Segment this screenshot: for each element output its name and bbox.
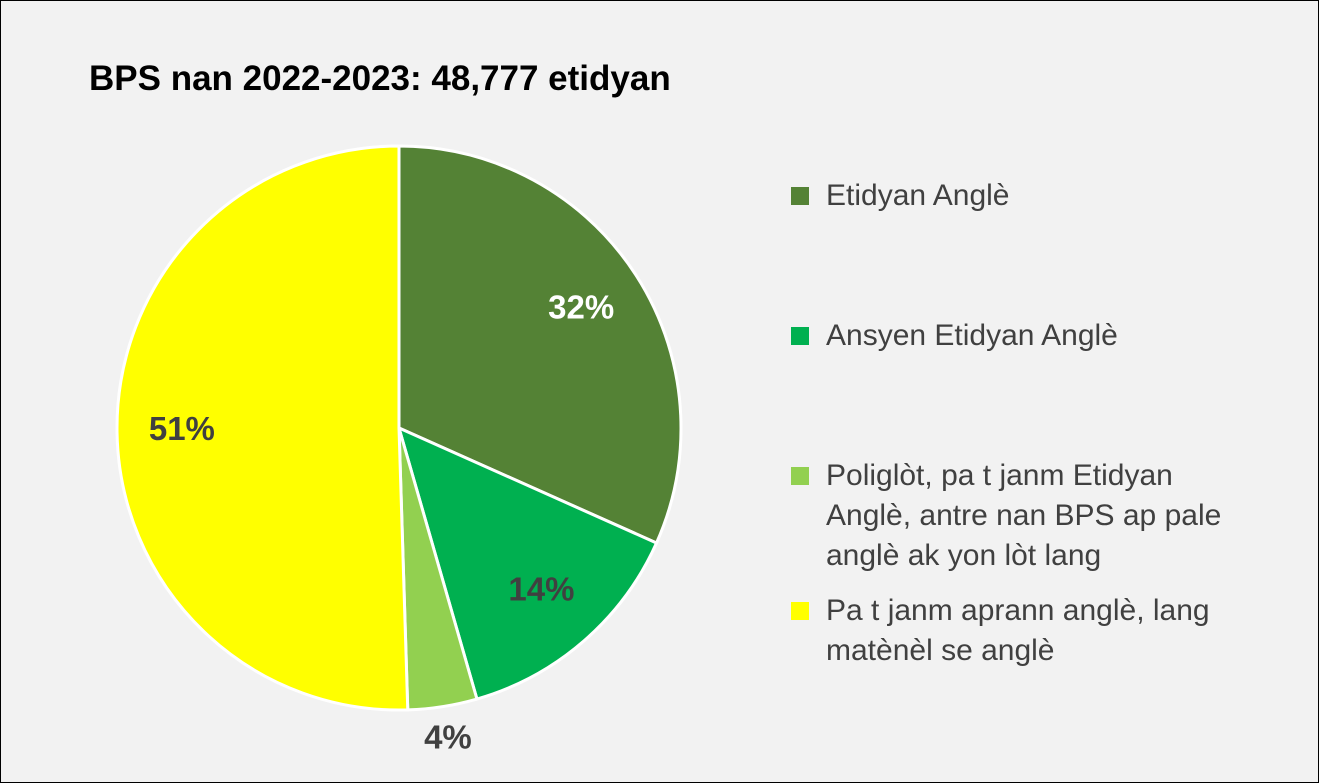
data-label: 51% xyxy=(149,410,215,447)
legend-label: Ansyen Etidyan Anglè xyxy=(826,319,1118,352)
data-label: 32% xyxy=(548,289,614,326)
legend-swatch xyxy=(791,602,809,620)
legend-swatch xyxy=(791,327,809,345)
legend-label: Pa t janm aprann anglè, lang matènèl se … xyxy=(826,594,1210,667)
legend-label: Poliglòt, pa t janm Etidyan Anglè, antre… xyxy=(826,459,1222,572)
chart-title: BPS nan 2022-2023: 48,777 etidyan xyxy=(89,59,671,98)
legend-label: Etidyan Anglè xyxy=(826,179,1010,212)
pie-slice xyxy=(396,425,659,701)
legend-swatch xyxy=(791,187,809,205)
data-label: 4% xyxy=(424,719,472,756)
data-label: 14% xyxy=(508,571,574,608)
pie-slice xyxy=(115,144,410,712)
pie-slice xyxy=(397,144,683,545)
legend-swatch xyxy=(791,467,809,485)
